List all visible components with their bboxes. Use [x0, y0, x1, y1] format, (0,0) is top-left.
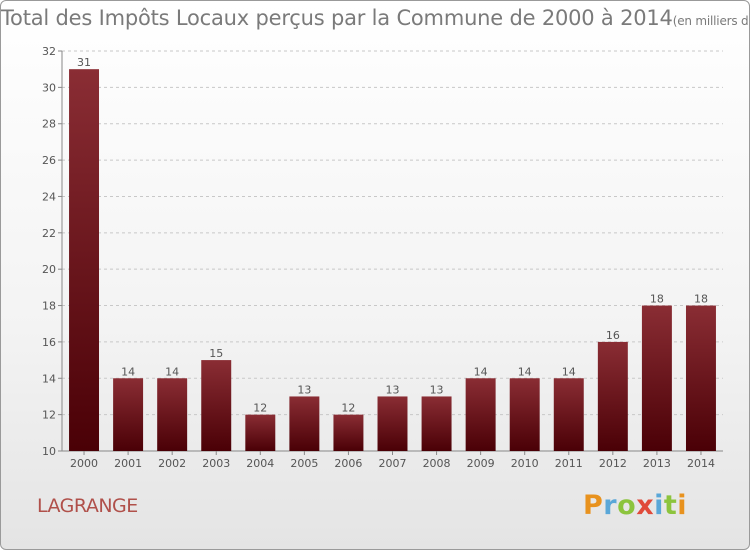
y-tick-label: 26	[42, 154, 56, 167]
labels: 31 2000 14 2001 14 2002 15 2003 12 2004 13 2005 12 20…	[70, 56, 715, 470]
logo-letter: P	[583, 490, 604, 521]
commune-name: LAGRANGE	[37, 495, 138, 517]
x-tick-label: 2008	[423, 457, 451, 470]
data-label: 14	[121, 365, 135, 378]
data-label: 16	[606, 329, 620, 342]
bar	[597, 341, 628, 451]
bar	[289, 396, 320, 451]
proxiti-logo[interactable]: Proxiti	[583, 490, 687, 521]
bar	[245, 414, 276, 451]
y-tick-label: 28	[42, 118, 56, 131]
y-tick-label: 16	[42, 336, 56, 349]
logo-letter: i	[677, 490, 688, 521]
data-label: 12	[253, 402, 267, 415]
y-tick-label: 10	[42, 445, 56, 458]
bar	[553, 378, 584, 451]
data-label: 13	[386, 383, 400, 396]
x-tick-label: 2011	[555, 457, 583, 470]
title-unit: (en milliers d'€)	[672, 14, 749, 28]
bar	[509, 378, 540, 451]
y-tick-label: 32	[42, 45, 56, 58]
data-label: 13	[297, 383, 311, 396]
y-tick-label: 14	[42, 372, 56, 385]
title-main: Total des Impôts Locaux perçus par la Co…	[1, 6, 673, 30]
data-label: 14	[562, 365, 576, 378]
bar	[157, 378, 188, 451]
logo-letter: x	[636, 490, 655, 521]
y-tick-label: 24	[42, 190, 56, 203]
logo-letter: t	[663, 490, 678, 521]
x-tick-label: 2007	[379, 457, 407, 470]
x-tick-label: 2004	[246, 457, 274, 470]
x-tick-label: 2012	[599, 457, 627, 470]
logo-letter: r	[603, 490, 618, 521]
y-tick-label: 22	[42, 227, 56, 240]
bar	[685, 305, 716, 451]
chart-title: Total des Impôts Locaux perçus par la Co…	[1, 6, 749, 30]
bar	[421, 396, 452, 451]
x-tick-label: 2006	[334, 457, 362, 470]
x-tick-label: 2003	[202, 457, 230, 470]
x-tick-label: 2009	[467, 457, 495, 470]
data-label: 14	[165, 365, 179, 378]
bar	[377, 396, 408, 451]
data-label: 14	[518, 365, 532, 378]
bars	[69, 69, 716, 451]
logo-letter: i	[654, 490, 664, 521]
data-label: 18	[650, 293, 664, 306]
data-label: 14	[474, 365, 488, 378]
x-tick-label: 2013	[643, 457, 671, 470]
y-tick-label: 12	[42, 409, 56, 422]
bar	[465, 378, 496, 451]
data-label: 31	[77, 56, 91, 69]
x-tick-label: 2010	[511, 457, 539, 470]
bar	[201, 360, 232, 451]
x-tick-label: 2014	[687, 457, 715, 470]
bar	[69, 69, 100, 451]
data-label: 18	[694, 293, 708, 306]
bar	[113, 378, 144, 451]
logo-letter: o	[617, 490, 637, 521]
x-tick-label: 2005	[290, 457, 318, 470]
data-label: 15	[209, 347, 223, 360]
y-tick-label: 18	[42, 300, 56, 313]
data-label: 12	[341, 402, 355, 415]
y-tick-label: 20	[42, 263, 56, 276]
x-tick-label: 2000	[70, 457, 98, 470]
y-tick-label: 30	[42, 81, 56, 94]
data-label: 13	[430, 383, 444, 396]
x-tick-label: 2001	[114, 457, 142, 470]
x-tick-label: 2002	[158, 457, 186, 470]
bar	[333, 414, 364, 451]
bar	[641, 305, 672, 451]
